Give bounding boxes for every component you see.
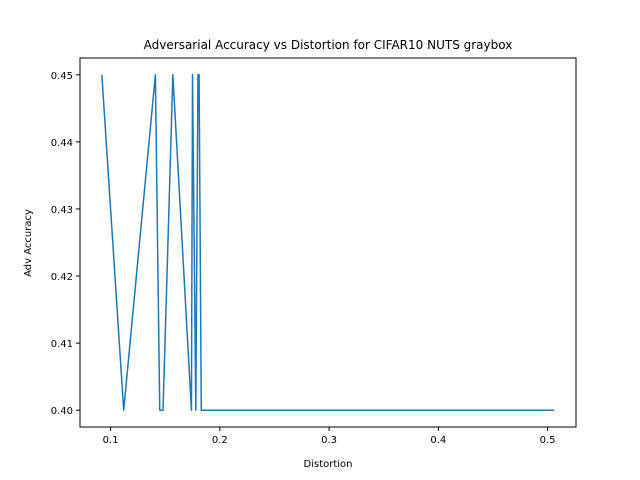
y-axis-label: Adv Accuracy <box>23 209 34 277</box>
y-tick-label: 0.41 <box>51 339 73 350</box>
x-tick-label: 0.3 <box>321 435 337 446</box>
x-tick-label: 0.1 <box>103 435 119 446</box>
axes-frame <box>79 57 577 428</box>
chart-title: Adversarial Accuracy vs Distortion for C… <box>144 38 513 52</box>
y-tick-label: 0.43 <box>51 205 73 216</box>
x-tick-label: 0.5 <box>540 435 556 446</box>
y-tick-label: 0.40 <box>51 406 73 417</box>
x-axis-ticks: 0.1 0.2 0.3 0.4 0.5 <box>103 427 556 446</box>
plot-area <box>101 74 555 411</box>
y-tick-label: 0.44 <box>51 138 73 149</box>
x-tick-label: 0.4 <box>430 435 446 446</box>
series-line-1 <box>101 74 555 411</box>
x-axis-label: Distortion <box>304 459 353 470</box>
y-axis-ticks: 0.40 0.41 0.42 0.43 0.44 0.45 <box>51 71 80 417</box>
x-tick-label: 0.2 <box>212 435 228 446</box>
y-tick-label: 0.42 <box>51 272 73 283</box>
y-tick-label: 0.45 <box>51 71 73 82</box>
